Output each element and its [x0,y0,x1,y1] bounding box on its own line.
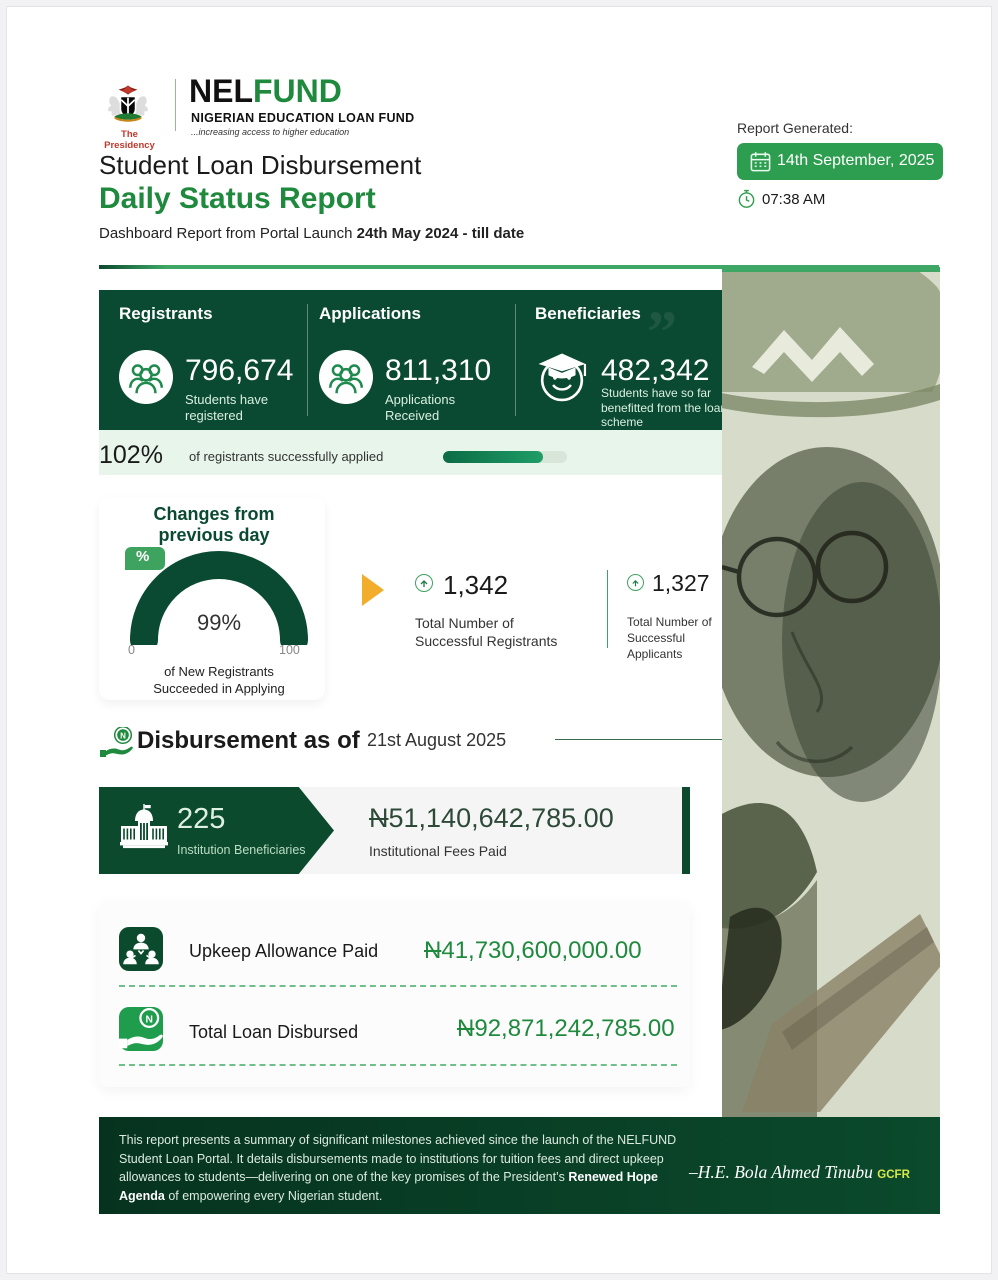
svg-text:N: N [146,1014,153,1025]
svg-text:N: N [120,731,126,740]
